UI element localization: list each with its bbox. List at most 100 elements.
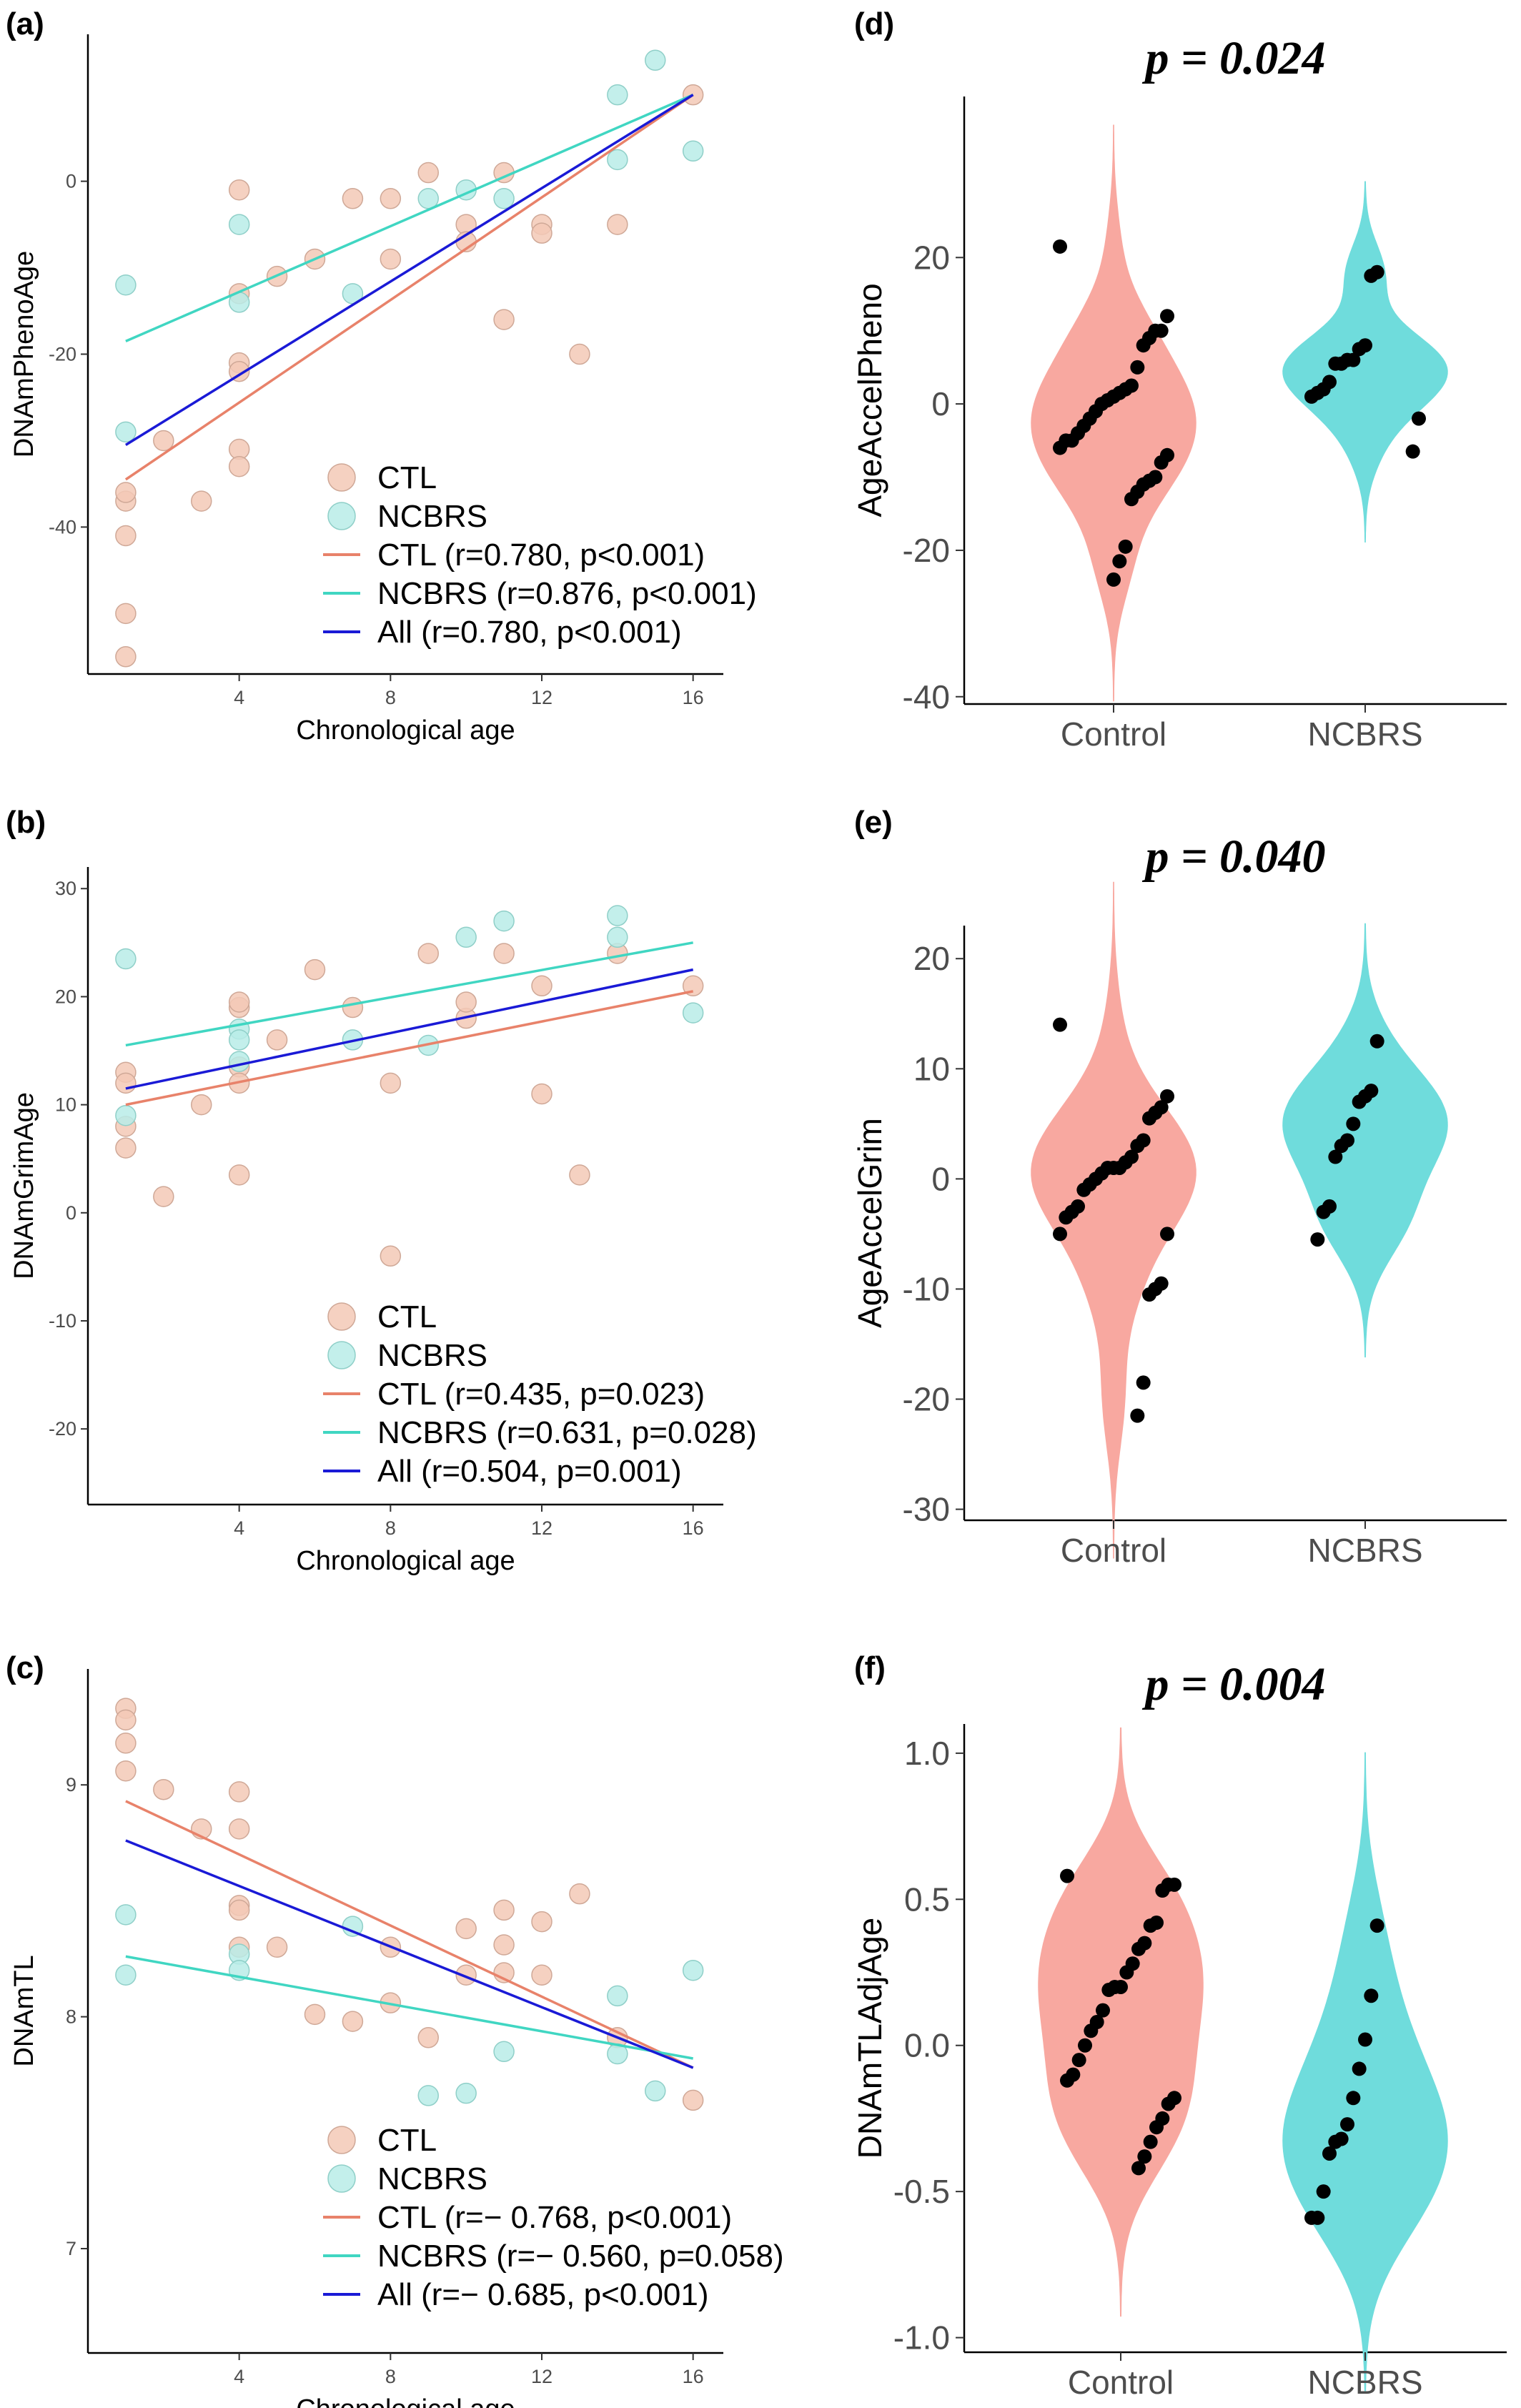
data-point (1322, 2146, 1337, 2161)
legend-key-ncbrs-point (327, 502, 356, 530)
legend-key-ctl-point (327, 1302, 356, 1331)
panel-label: (e) (854, 805, 893, 840)
ctl-point (228, 179, 250, 201)
ctl-point (493, 943, 515, 964)
data-point (1106, 572, 1121, 587)
ncbrs-regression-line (125, 1955, 693, 2060)
data-point (1136, 1375, 1151, 1390)
legend-label: All (r=0.780, p<0.001) (377, 615, 682, 650)
ncbrs-regression-line (125, 94, 694, 342)
data-point (1369, 1918, 1384, 1933)
ctl-point (266, 1029, 288, 1051)
data-point (1142, 1287, 1156, 1302)
x-tick-label: 16 (683, 687, 704, 708)
data-point (1131, 2161, 1146, 2176)
legend-key-ctl-point (327, 2126, 356, 2154)
data-point (1316, 1204, 1331, 1219)
ctl-point (228, 1164, 250, 1186)
ncbrs-point (607, 1985, 628, 2007)
data-point (1369, 1034, 1384, 1049)
x-tick-label: 16 (683, 1517, 704, 1539)
y-tick-label: -1.0 (893, 2319, 950, 2357)
legend-label: All (r=0.504, p=0.001) (377, 1454, 682, 1489)
ctl-point (228, 1818, 250, 1840)
x-tick-label: 12 (531, 687, 553, 708)
all-regression-line (124, 94, 694, 446)
scatter-panel-1: (b) 4 8 12 16 -20 -10 0 10 20 30 Chronological age D… (6, 805, 757, 1576)
violin-ncbrs (1282, 181, 1448, 543)
y-tick-label: 10 (913, 1050, 950, 1087)
ctl-point (153, 430, 174, 452)
ncbrs-point (645, 49, 666, 71)
data-point (1328, 356, 1343, 371)
y-tick-label: -40 (49, 516, 76, 537)
y-tick-label: 0.5 (904, 1881, 950, 1918)
ctl-point (228, 360, 250, 382)
ctl-point (531, 1964, 553, 1986)
ctl-point (569, 1883, 590, 1905)
x-tick-label: Control (1061, 715, 1166, 753)
ncbrs-point (493, 910, 515, 932)
data-point (1358, 2032, 1372, 2047)
ncbrs-point (115, 421, 137, 443)
data-point (1155, 1883, 1170, 1898)
data-point (1328, 1149, 1343, 1164)
y-tick-label: 0 (931, 1160, 950, 1197)
panel-label: (f) (854, 1650, 886, 1685)
data-point (1142, 1111, 1156, 1126)
data-point (1137, 2149, 1152, 2164)
ctl-point (115, 646, 137, 668)
y-tick-label: -20 (903, 1381, 950, 1418)
legend-label: NCBRS (377, 2161, 487, 2196)
data-point (1131, 1941, 1146, 1956)
ncbrs-point (228, 1029, 250, 1051)
y-tick-label: -20 (49, 1418, 76, 1440)
legend-key-ctl-point (327, 463, 356, 492)
y-tick-label: 30 (55, 878, 76, 899)
data-point (1160, 1227, 1174, 1242)
legend-label: CTL (r=− 0.768, p<0.001) (377, 2200, 732, 2235)
data-point (1060, 2073, 1074, 2088)
ctl-point (304, 2003, 326, 2026)
data-point (1364, 268, 1379, 283)
data-point (1352, 1094, 1367, 1109)
violin-panel-4: (e) p = 0.040 -30 -20 -10 0 10 20 AgeAccelGrim Co… (851, 805, 1507, 1569)
data-point (1340, 2117, 1354, 2132)
ctl-point (115, 1072, 137, 1094)
ctl-point (531, 1083, 553, 1105)
y-axis-title: DNAmTLAdjAge (851, 1918, 888, 2159)
p-value-title: p = 0.024 (1141, 32, 1325, 84)
data-point (1149, 2120, 1164, 2135)
data-point (1076, 1182, 1091, 1197)
data-point (1161, 2096, 1176, 2111)
ctl-point (380, 1245, 402, 1267)
ctl-point (191, 1094, 212, 1116)
ctl-point (228, 991, 250, 1013)
legend-key-ncbrs-point (327, 2164, 356, 2193)
ncbrs-point (607, 905, 628, 926)
data-point (1119, 1965, 1134, 1980)
y-tick-label: -30 (903, 1491, 950, 1528)
data-point (1130, 1408, 1145, 1423)
y-tick-label: 20 (913, 239, 950, 276)
x-axis-title: Chronological age (296, 1546, 515, 1576)
legend: CTL NCBRS CTL (r=0.435, p=0.023)NCBRS (r=0… (323, 1299, 757, 1489)
data-point (1352, 2061, 1367, 2076)
data-point (1053, 1017, 1067, 1032)
y-tick-label: -0.5 (893, 2173, 950, 2210)
x-tick-label: NCBRS (1307, 2364, 1422, 2401)
ctl-point (342, 996, 364, 1019)
x-axis-title: Chronological age (296, 2394, 515, 2408)
ctl-point (569, 1164, 590, 1186)
legend-label: All (r=− 0.685, p<0.001) (377, 2277, 709, 2312)
data-point (1136, 338, 1151, 353)
all-regression-line (125, 1839, 694, 2069)
x-tick-label: 16 (683, 2366, 704, 2387)
ctl-point (191, 490, 212, 512)
data-point (1053, 1227, 1067, 1242)
y-tick-label: 0 (66, 171, 76, 192)
data-point (1143, 1918, 1158, 1933)
y-axis-title: DNAmPhenoAge (9, 251, 39, 457)
